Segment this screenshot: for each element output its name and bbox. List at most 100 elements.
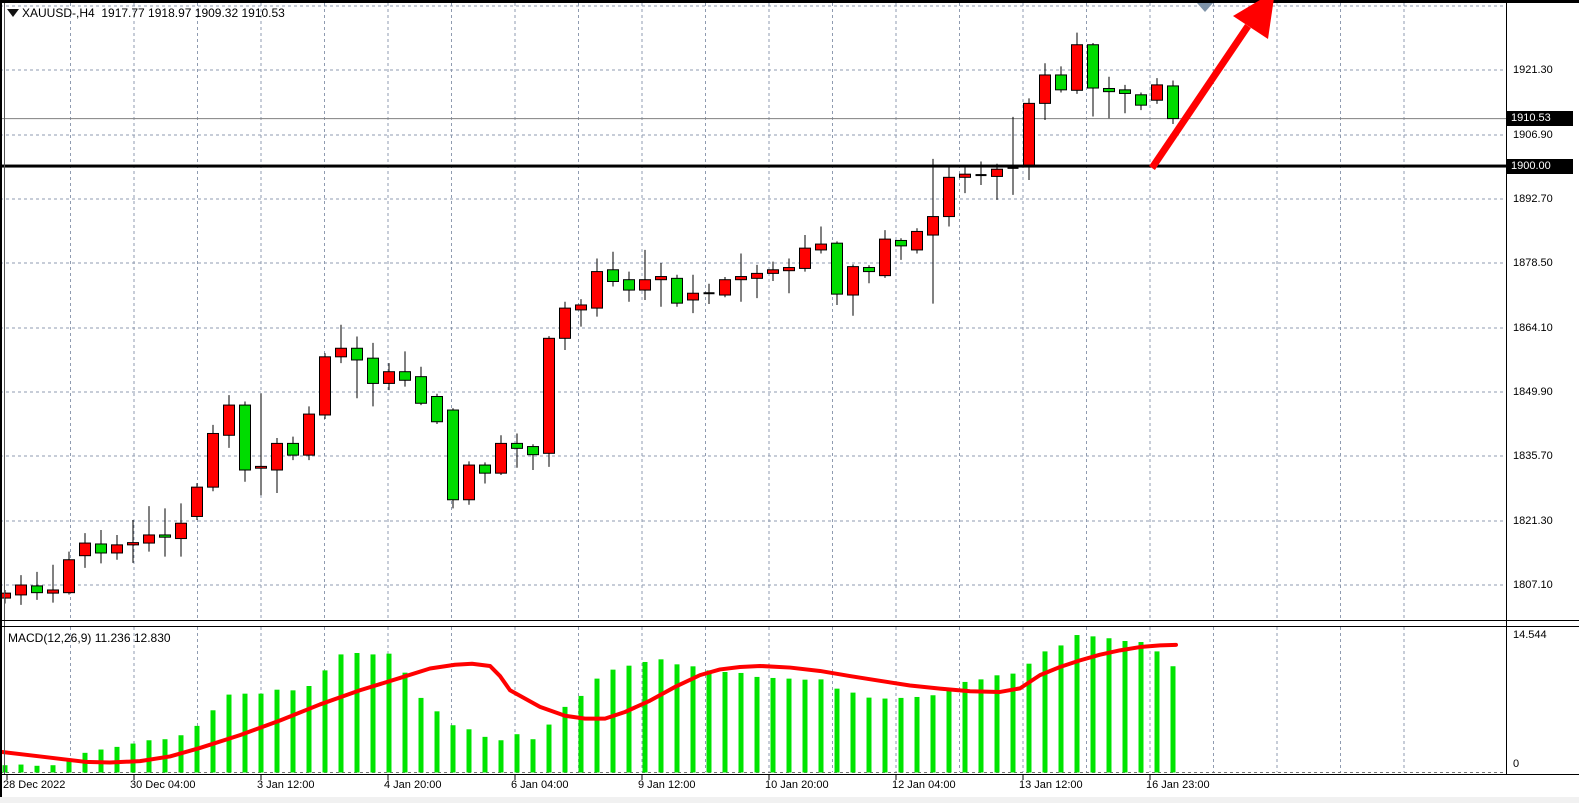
macd-histogram-bar bbox=[770, 677, 776, 773]
candle-bullish bbox=[1151, 84, 1163, 101]
horizontal-line-1900[interactable] bbox=[0, 164, 1506, 168]
candle-bearish bbox=[239, 404, 251, 471]
macd-histogram-bar bbox=[738, 672, 744, 773]
candle-bullish bbox=[783, 267, 795, 272]
macd-histogram-bar bbox=[930, 695, 936, 773]
macd-histogram-bar bbox=[18, 764, 24, 773]
trend-arrow-shaft[interactable] bbox=[1149, 24, 1251, 170]
macd-histogram-bar bbox=[802, 679, 808, 773]
candle-bullish bbox=[911, 230, 923, 251]
candle-bearish bbox=[367, 357, 379, 384]
macd-histogram-bar bbox=[1042, 651, 1048, 773]
macd-histogram-bar bbox=[626, 665, 632, 773]
time-axis[interactable] bbox=[0, 775, 1506, 797]
candle-bullish bbox=[687, 292, 699, 301]
time-axis-label: 3 Jan 12:00 bbox=[257, 779, 315, 791]
macd-histogram-bar bbox=[1058, 645, 1064, 773]
macd-histogram-bar bbox=[530, 739, 536, 773]
macd-histogram-bar bbox=[866, 697, 872, 773]
macd-histogram-bar bbox=[850, 692, 856, 773]
candle-bullish bbox=[543, 337, 555, 454]
candle-bullish bbox=[111, 544, 123, 554]
macd-signal-line bbox=[0, 642, 1178, 765]
macd-scale-min-label: 0 bbox=[1513, 758, 1520, 770]
macd-histogram-bar bbox=[786, 678, 792, 773]
candle-bullish bbox=[319, 356, 331, 416]
macd-histogram-bar bbox=[338, 654, 344, 773]
price-axis-label: 1864.10 bbox=[1513, 321, 1553, 334]
candle-bearish bbox=[431, 395, 443, 423]
candle-bearish bbox=[831, 242, 843, 295]
candle-bearish bbox=[159, 534, 171, 538]
price-tag-current-price: 1910.53 bbox=[1507, 111, 1573, 127]
price-axis-label: 1821.30 bbox=[1513, 514, 1553, 527]
macd-histogram-bar bbox=[1090, 636, 1096, 773]
candle-bearish bbox=[607, 269, 619, 283]
macd-histogram-bar bbox=[914, 696, 920, 773]
candle-bearish bbox=[479, 464, 491, 474]
time-axis-label: 13 Jan 12:00 bbox=[1019, 779, 1083, 791]
candle-bullish bbox=[335, 347, 347, 358]
candle-bearish bbox=[1167, 85, 1179, 120]
macd-histogram-bar bbox=[66, 761, 72, 773]
candle-bullish bbox=[63, 559, 75, 594]
window-left-border bbox=[0, 0, 2, 803]
macd-histogram-bar bbox=[130, 743, 136, 773]
macd-histogram-bar bbox=[354, 653, 360, 773]
macd-histogram-bar bbox=[386, 653, 392, 773]
price-axis-label: 1807.10 bbox=[1513, 579, 1553, 591]
macd-histogram-bar bbox=[1074, 635, 1080, 773]
macd-histogram-bar bbox=[594, 678, 600, 773]
macd-histogram-bar bbox=[450, 725, 456, 773]
time-axis-label: 9 Jan 12:00 bbox=[638, 779, 696, 791]
candle-bearish bbox=[1103, 87, 1115, 93]
macd-histogram-bar bbox=[226, 694, 232, 773]
macd-histogram-bar bbox=[466, 729, 472, 773]
candle-bearish bbox=[1119, 89, 1131, 94]
macd-histogram-bar bbox=[898, 697, 904, 773]
macd-histogram-bar bbox=[578, 695, 584, 773]
macd-histogram-bar bbox=[322, 670, 328, 773]
candle-bullish bbox=[463, 464, 475, 501]
candle-bearish bbox=[351, 347, 363, 361]
macd-histogram-bar bbox=[306, 685, 312, 773]
macd-histogram-bar bbox=[754, 676, 760, 773]
chart-title-ohlc: XAUUSD-,H4 1917.77 1918.97 1909.32 1910.… bbox=[22, 6, 285, 20]
candle-bearish bbox=[95, 543, 107, 554]
candle-bullish bbox=[655, 276, 667, 281]
candle-bearish bbox=[447, 409, 459, 501]
macd-histogram-bar bbox=[1138, 642, 1144, 773]
macd-histogram-bar bbox=[978, 679, 984, 773]
macd-histogram-bar bbox=[1122, 640, 1128, 773]
scroll-to-end-marker-icon[interactable] bbox=[1197, 3, 1213, 12]
candle-bullish bbox=[943, 176, 955, 218]
candle-bullish bbox=[959, 173, 971, 178]
candle-bullish bbox=[751, 272, 763, 279]
candle-bullish bbox=[255, 465, 267, 469]
macd-histogram-bar bbox=[258, 693, 264, 773]
candle-bearish bbox=[1087, 44, 1099, 89]
symbol-dropdown-icon[interactable] bbox=[7, 9, 19, 17]
macd-histogram-bar bbox=[1010, 673, 1016, 773]
candle-bullish bbox=[879, 238, 891, 277]
macd-histogram-bar bbox=[1106, 638, 1112, 773]
price-axis-label: 1892.70 bbox=[1513, 192, 1553, 205]
candle-bullish bbox=[799, 247, 811, 269]
macd-histogram-bar bbox=[674, 664, 680, 773]
macd-histogram-bar bbox=[498, 740, 504, 773]
macd-histogram-bar bbox=[946, 688, 952, 773]
window-top-border bbox=[0, 0, 1579, 3]
price-axis-label: 1906.90 bbox=[1513, 128, 1553, 141]
candle-bearish bbox=[1055, 74, 1067, 91]
trend-arrow-head[interactable] bbox=[1233, 0, 1275, 39]
candle-bullish bbox=[79, 542, 91, 557]
candle-bearish bbox=[399, 371, 411, 381]
macd-histogram-bar bbox=[1170, 666, 1176, 773]
candle-bullish bbox=[559, 307, 571, 339]
macd-histogram-bar bbox=[722, 672, 728, 773]
macd-scale-max-label: 14.544 bbox=[1513, 629, 1547, 641]
candle-bearish bbox=[31, 585, 43, 594]
macd-histogram-bar bbox=[690, 666, 696, 773]
